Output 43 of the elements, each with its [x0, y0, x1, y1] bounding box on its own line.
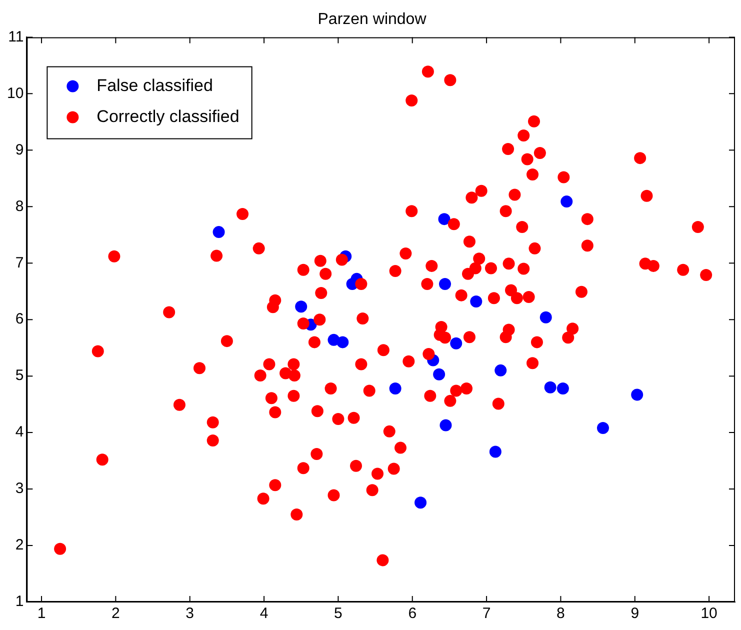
x-tick-label: 4	[260, 605, 268, 622]
legend-label: False classified	[96, 76, 213, 95]
point	[439, 278, 451, 290]
point	[438, 213, 450, 226]
point	[596, 422, 609, 434]
y-tick-label: 4	[15, 424, 24, 441]
y-tick-label: 3	[15, 480, 24, 498]
x-tick-label: 5	[334, 605, 342, 622]
point	[540, 311, 552, 324]
x-tick-label: 10	[700, 605, 718, 622]
x-tick-label: 8	[556, 605, 565, 622]
y-tick-label: 2	[15, 536, 24, 554]
y-tick-label: 9	[15, 141, 24, 158]
y-tick-label: 6	[15, 310, 24, 328]
point	[489, 446, 502, 458]
y-tick-label: 5	[15, 367, 24, 384]
point	[336, 336, 349, 348]
point	[389, 382, 402, 395]
y-tick-label: 7	[15, 254, 24, 272]
point	[494, 364, 507, 376]
x-tick-label: 1	[37, 605, 46, 622]
x-tick-label: 9	[630, 605, 640, 622]
x-tick-label: 6	[408, 605, 417, 622]
point	[440, 419, 452, 432]
chart-title: Parzen window	[318, 11, 427, 28]
point	[450, 337, 462, 350]
point	[433, 368, 446, 380]
point	[631, 388, 644, 401]
point	[212, 226, 225, 238]
point	[560, 196, 573, 208]
legend-label: Correctly classified	[96, 106, 240, 126]
y-tick-label: 1	[15, 593, 24, 610]
point	[295, 300, 308, 313]
x-tick-label: 7	[482, 605, 491, 622]
y-tick-label: 8	[15, 198, 24, 215]
y-tick-label: 11	[8, 28, 24, 46]
y-tick-label: 10	[6, 84, 24, 102]
point	[544, 381, 556, 394]
x-tick-label: 2	[112, 605, 120, 622]
x-tick-label: 3	[186, 605, 194, 622]
point	[556, 382, 569, 395]
point	[414, 496, 427, 509]
point	[470, 296, 482, 308]
